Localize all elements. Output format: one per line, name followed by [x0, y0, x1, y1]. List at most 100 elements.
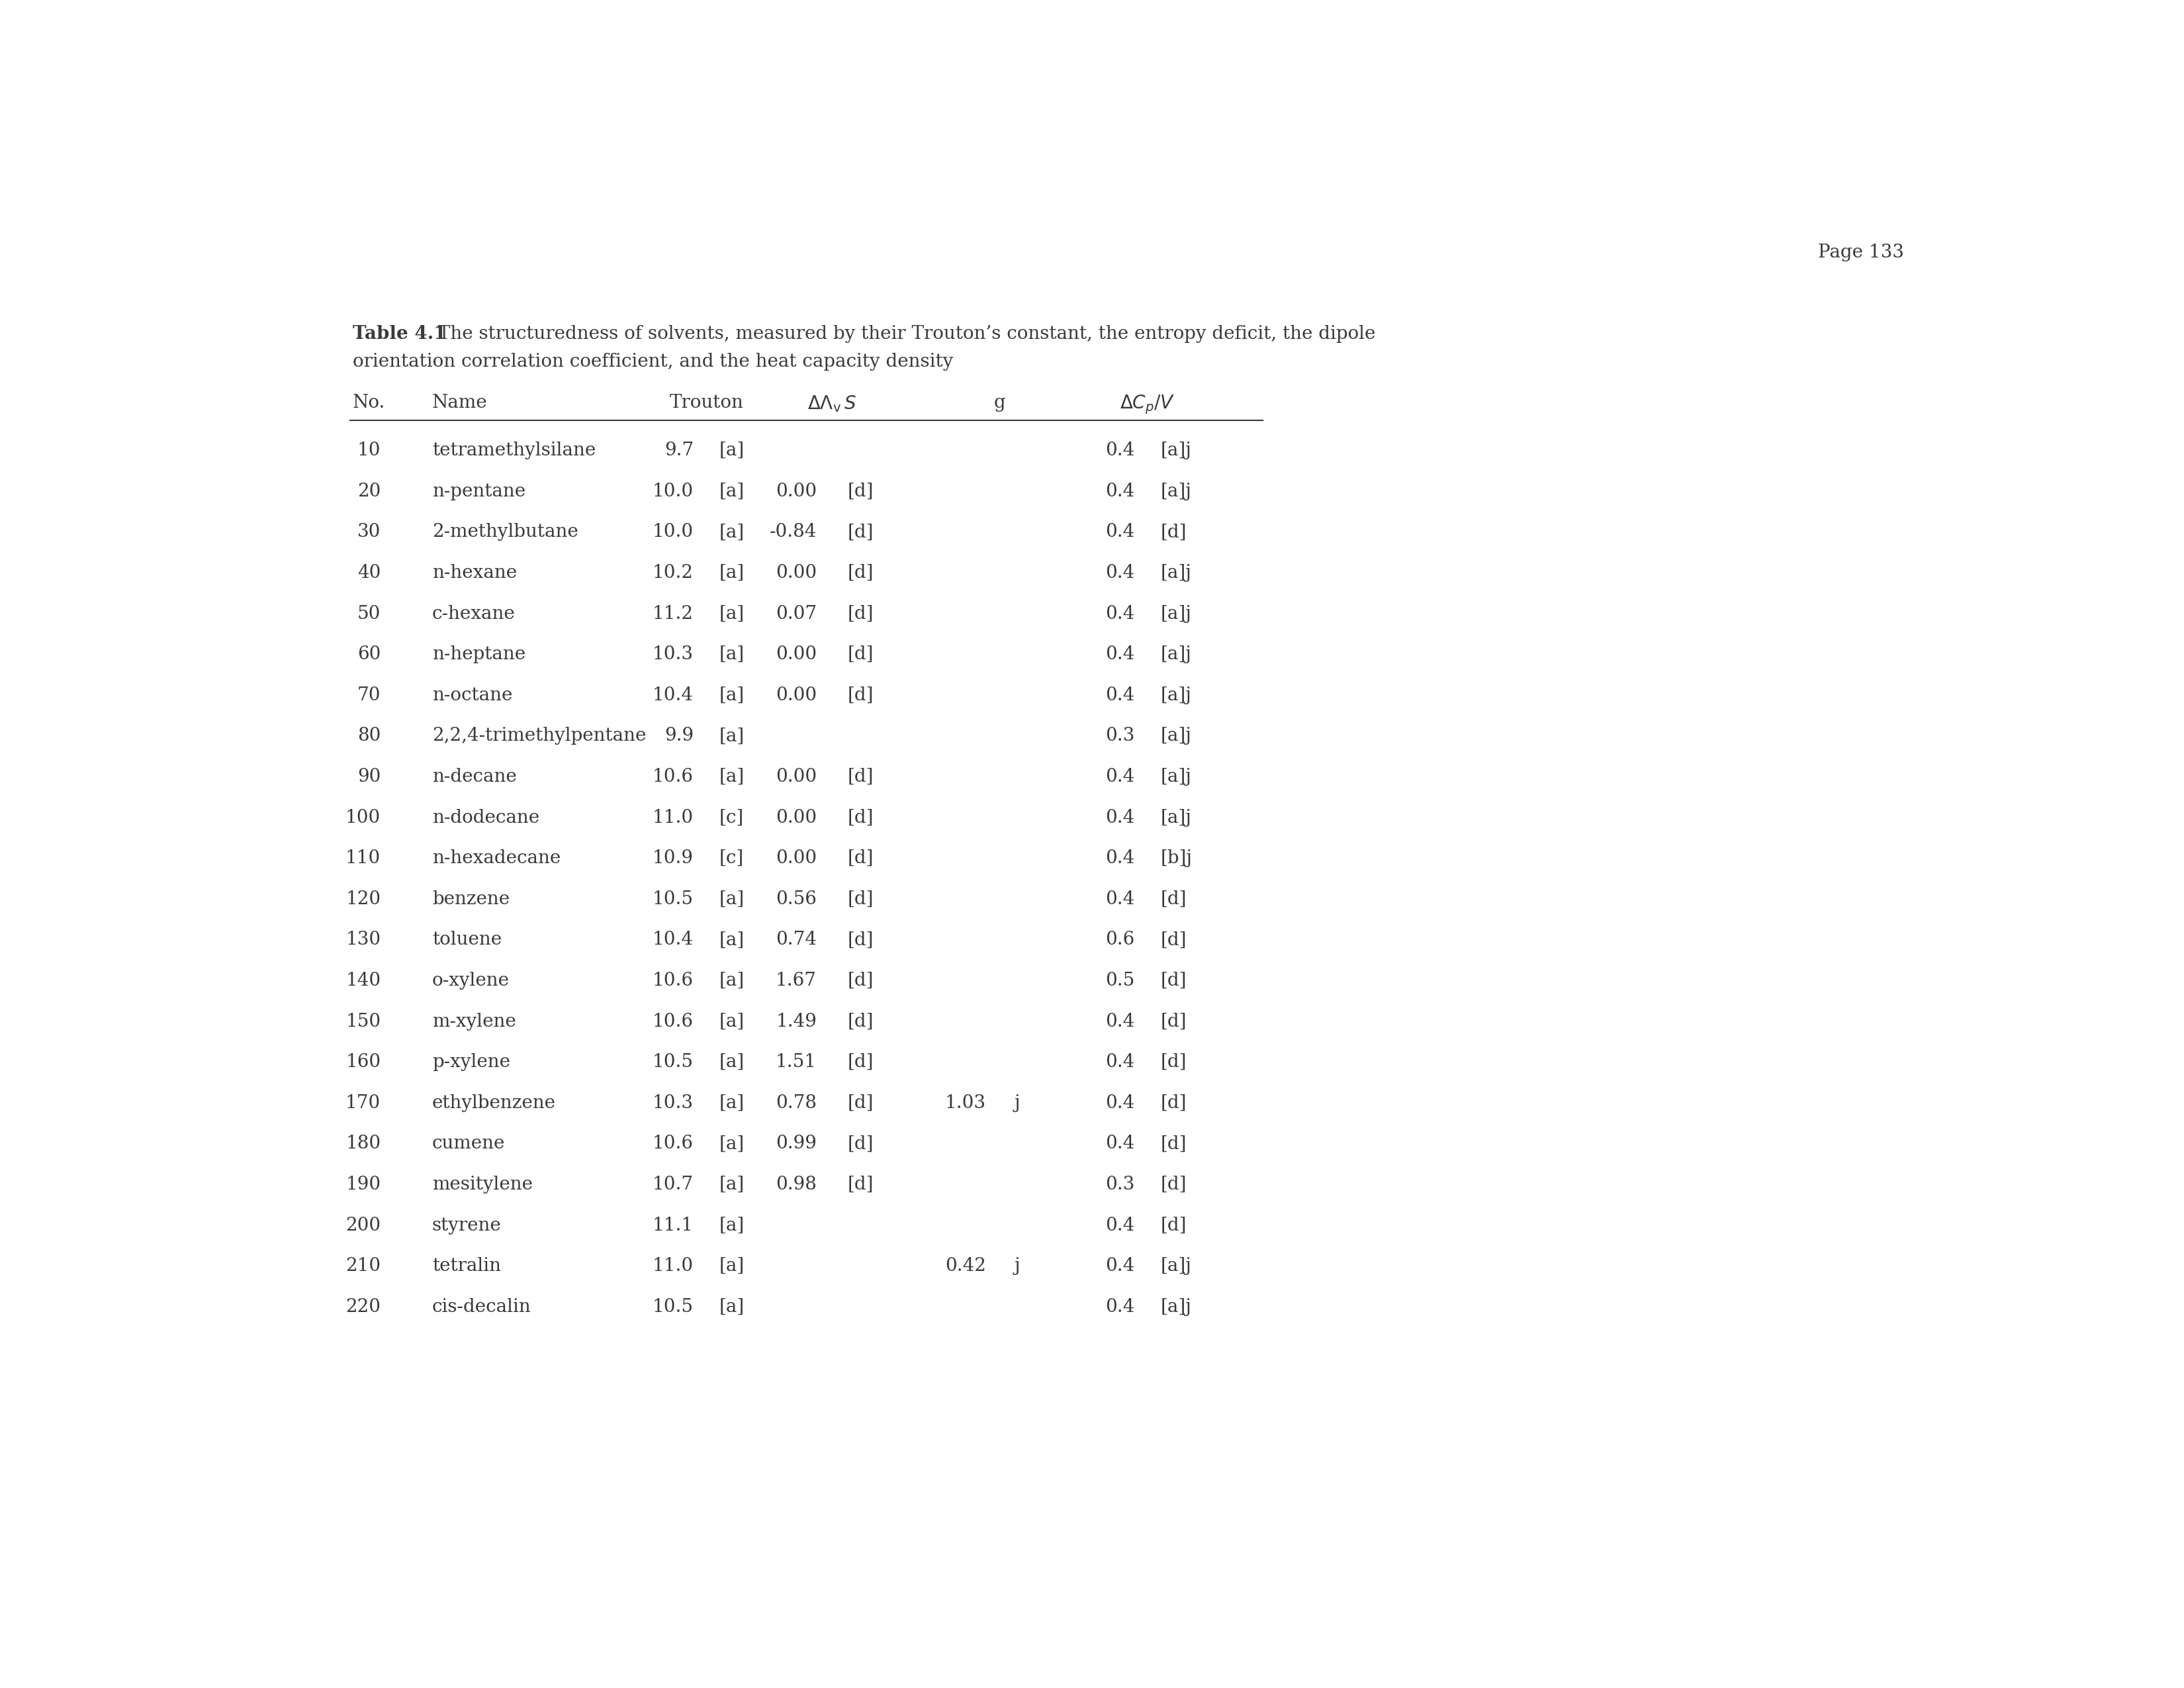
Text: [d]: [d] — [847, 972, 874, 989]
Text: orientation correlation coefficient, and the heat capacity density: orientation correlation coefficient, and… — [352, 353, 952, 371]
Text: 0.4: 0.4 — [1105, 1013, 1136, 1030]
Text: j: j — [1013, 1094, 1020, 1112]
Text: [d]: [d] — [1160, 1175, 1186, 1193]
Text: [c]: [c] — [719, 849, 745, 868]
Text: 0.99: 0.99 — [775, 1134, 817, 1153]
Text: [d]: [d] — [1160, 523, 1186, 542]
Text: 10.4: 10.4 — [653, 932, 695, 949]
Text: cis-decalin: cis-decalin — [432, 1298, 531, 1317]
Text: 10.6: 10.6 — [653, 972, 695, 989]
Text: [a]: [a] — [719, 1094, 745, 1112]
Text: [a]: [a] — [719, 1013, 745, 1030]
Text: [d]: [d] — [847, 1134, 874, 1153]
Text: Name: Name — [432, 393, 487, 412]
Text: No.: No. — [352, 393, 384, 412]
Text: 140: 140 — [345, 972, 380, 989]
Text: 0.00: 0.00 — [775, 687, 817, 704]
Text: [a]: [a] — [719, 1134, 745, 1153]
Text: 210: 210 — [345, 1258, 380, 1274]
Text: [d]: [d] — [847, 604, 874, 623]
Text: o-xylene: o-xylene — [432, 972, 509, 989]
Text: [d]: [d] — [1160, 1094, 1186, 1112]
Text: ethylbenzene: ethylbenzene — [432, 1094, 555, 1112]
Text: 0.4: 0.4 — [1105, 1258, 1136, 1274]
Text: [a]: [a] — [719, 1298, 745, 1317]
Text: [d]: [d] — [847, 890, 874, 908]
Text: 9.9: 9.9 — [664, 728, 695, 744]
Text: 0.4: 0.4 — [1105, 849, 1136, 868]
Text: [a]: [a] — [719, 483, 745, 500]
Text: Table 4.1: Table 4.1 — [352, 324, 446, 343]
Text: [a]j: [a]j — [1160, 645, 1190, 663]
Text: [d]: [d] — [1160, 890, 1186, 908]
Text: 10.3: 10.3 — [653, 645, 695, 663]
Text: [d]: [d] — [847, 483, 874, 500]
Text: 20: 20 — [358, 483, 380, 500]
Text: 1.03: 1.03 — [946, 1094, 985, 1112]
Text: 0.4: 0.4 — [1105, 768, 1136, 785]
Text: [d]: [d] — [847, 1013, 874, 1030]
Text: 0.4: 0.4 — [1105, 1094, 1136, 1112]
Text: [d]: [d] — [1160, 972, 1186, 989]
Text: 11.0: 11.0 — [653, 809, 695, 827]
Text: 0.4: 0.4 — [1105, 1053, 1136, 1072]
Text: [d]: [d] — [847, 1053, 874, 1072]
Text: 0.00: 0.00 — [775, 564, 817, 582]
Text: n-decane: n-decane — [432, 768, 518, 785]
Text: [a]j: [a]j — [1160, 768, 1190, 785]
Text: 10.5: 10.5 — [653, 890, 695, 908]
Text: Trouton: Trouton — [668, 393, 743, 412]
Text: [d]: [d] — [847, 687, 874, 704]
Text: [a]j: [a]j — [1160, 728, 1190, 744]
Text: 1.67: 1.67 — [775, 972, 817, 989]
Text: [a]j: [a]j — [1160, 687, 1190, 704]
Text: [d]: [d] — [847, 932, 874, 949]
Text: 0.00: 0.00 — [775, 809, 817, 827]
Text: 220: 220 — [345, 1298, 380, 1317]
Text: 0.74: 0.74 — [775, 932, 817, 949]
Text: [a]: [a] — [719, 728, 745, 744]
Text: 0.4: 0.4 — [1105, 1217, 1136, 1234]
Text: 0.56: 0.56 — [775, 890, 817, 908]
Text: benzene: benzene — [432, 890, 509, 908]
Text: 10: 10 — [358, 442, 380, 459]
Text: $\Delta\Lambda_{\mathrm{v}}\,S$: $\Delta\Lambda_{\mathrm{v}}\,S$ — [808, 393, 856, 414]
Text: [c]: [c] — [719, 809, 745, 827]
Text: 110: 110 — [345, 849, 380, 868]
Text: [d]: [d] — [847, 809, 874, 827]
Text: [d]: [d] — [847, 564, 874, 582]
Text: 0.00: 0.00 — [775, 483, 817, 500]
Text: tetramethylsilane: tetramethylsilane — [432, 442, 596, 459]
Text: 90: 90 — [358, 768, 380, 785]
Text: 170: 170 — [345, 1094, 380, 1112]
Text: [a]: [a] — [719, 890, 745, 908]
Text: [d]: [d] — [847, 645, 874, 663]
Text: cumene: cumene — [432, 1134, 505, 1153]
Text: [d]: [d] — [847, 768, 874, 785]
Text: [a]: [a] — [719, 1217, 745, 1234]
Text: [d]: [d] — [1160, 1013, 1186, 1030]
Text: 200: 200 — [345, 1217, 380, 1234]
Text: 0.98: 0.98 — [775, 1175, 817, 1193]
Text: 160: 160 — [345, 1053, 380, 1072]
Text: n-hexane: n-hexane — [432, 564, 518, 582]
Text: 50: 50 — [358, 604, 380, 623]
Text: 60: 60 — [358, 645, 380, 663]
Text: [a]: [a] — [719, 1175, 745, 1193]
Text: [d]: [d] — [847, 849, 874, 868]
Text: [a]j: [a]j — [1160, 1258, 1190, 1274]
Text: [a]j: [a]j — [1160, 483, 1190, 500]
Text: mesitylene: mesitylene — [432, 1175, 533, 1193]
Text: n-octane: n-octane — [432, 687, 513, 704]
Text: [b]j: [b]j — [1160, 849, 1192, 868]
Text: 0.3: 0.3 — [1105, 1175, 1136, 1193]
Text: 0.5: 0.5 — [1105, 972, 1136, 989]
Text: [a]: [a] — [719, 442, 745, 459]
Text: 190: 190 — [345, 1175, 380, 1193]
Text: [a]j: [a]j — [1160, 809, 1190, 827]
Text: 10.6: 10.6 — [653, 768, 695, 785]
Text: 40: 40 — [358, 564, 380, 582]
Text: The structuredness of solvents, measured by their Trouton’s constant, the entrop: The structuredness of solvents, measured… — [432, 324, 1376, 343]
Text: 0.4: 0.4 — [1105, 687, 1136, 704]
Text: 100: 100 — [345, 809, 380, 827]
